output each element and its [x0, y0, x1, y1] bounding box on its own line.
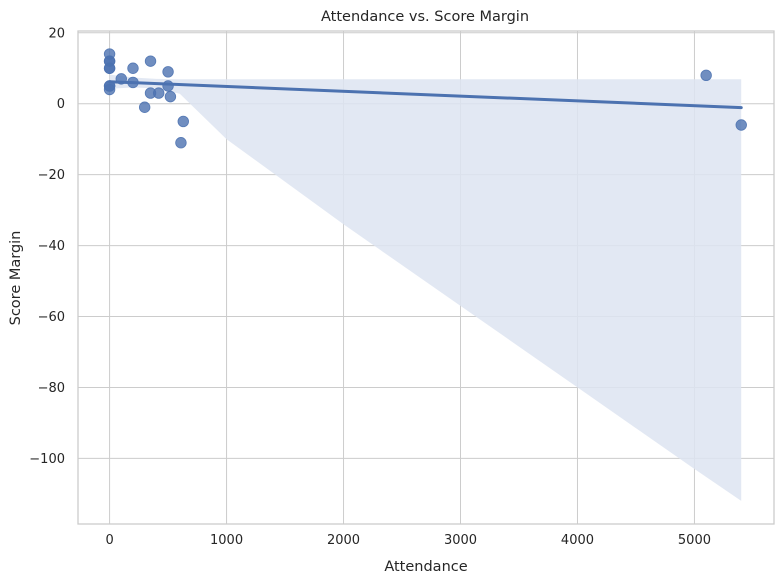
x-tick-label: 0: [105, 533, 113, 548]
data-point: [103, 80, 116, 92]
data-point: [153, 87, 165, 99]
data-point: [162, 80, 174, 92]
data-point: [735, 119, 747, 131]
chart-title: Attendance vs. Score Margin: [321, 9, 529, 25]
data-point: [127, 76, 139, 89]
y-tick-labels: −100 −80 −60 −40 −20 0 20: [29, 26, 65, 467]
x-tick-label: 1000: [210, 533, 243, 548]
y-tick-label: −80: [38, 381, 65, 396]
y-tick-label: −40: [38, 239, 65, 254]
y-axis-title: Score Margin: [8, 231, 24, 326]
confidence-band: [109, 74, 742, 501]
regression-line-layer: [108, 80, 743, 110]
data-point: [177, 115, 189, 128]
x-tick-label: 3000: [444, 533, 477, 548]
x-tick-labels: 0 1000 2000 3000 4000 5000: [105, 533, 711, 548]
data-point: [162, 66, 174, 78]
data-point: [115, 73, 127, 85]
data-point: [127, 62, 139, 74]
confidence-band-layer: [109, 74, 742, 501]
data-point: [700, 69, 712, 82]
data-point: [138, 101, 151, 113]
data-point: [144, 55, 157, 67]
x-axis-title: Attendance: [384, 559, 467, 575]
x-tick-label: 2000: [327, 533, 360, 548]
x-tick-label: 4000: [561, 533, 594, 548]
x-tick-label: 5000: [678, 533, 711, 548]
y-tick-label: 20: [48, 26, 65, 41]
y-tick-label: 0: [57, 97, 65, 112]
data-points-layer: [103, 48, 747, 149]
data-point: [175, 137, 187, 149]
data-point: [103, 62, 116, 74]
plot-frame: [77, 30, 775, 525]
regression-line: [108, 80, 743, 110]
y-tick-label: −20: [38, 168, 65, 183]
data-point: [164, 90, 177, 103]
y-tick-label: −60: [38, 310, 65, 325]
y-tick-label: −100: [29, 452, 65, 467]
